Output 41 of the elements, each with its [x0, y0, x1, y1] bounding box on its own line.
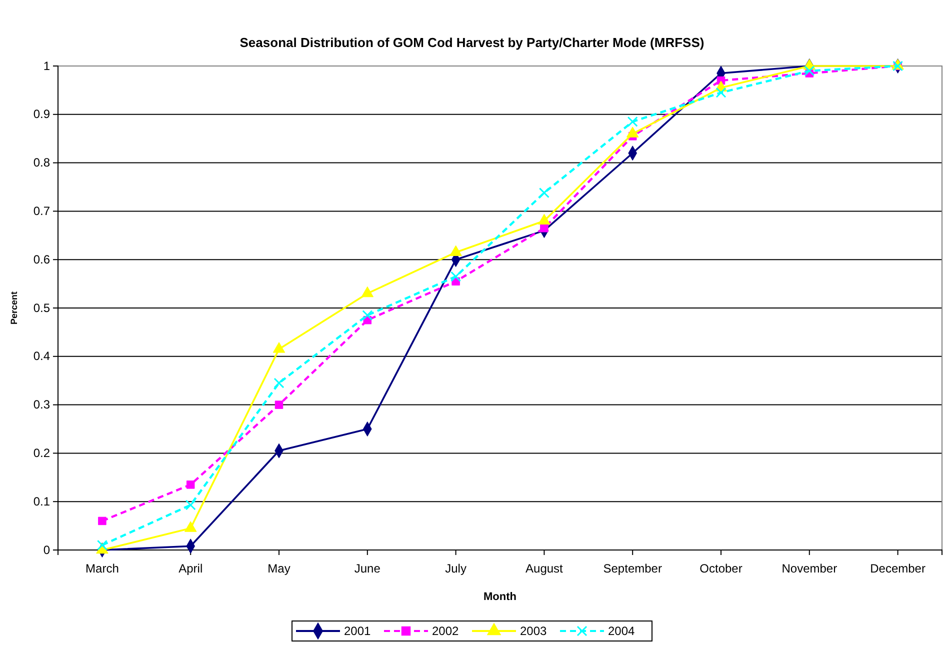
y-tick-label: 0.7 — [33, 204, 50, 218]
y-tick-label: 0.8 — [33, 156, 50, 170]
y-tick-label: 0.1 — [33, 494, 50, 508]
point — [186, 480, 195, 489]
point — [362, 310, 373, 321]
legend-label: 2003 — [520, 624, 548, 638]
point — [185, 500, 196, 510]
x-tick-label: November — [782, 561, 838, 576]
x-tick-label: August — [526, 561, 564, 576]
point — [96, 540, 108, 550]
y-tick-label: 0.2 — [33, 446, 50, 460]
y-tick-label: 0.4 — [33, 349, 50, 364]
x-tick-label: May — [268, 561, 290, 576]
point — [274, 378, 284, 388]
y-axis-title: Percent — [9, 291, 19, 325]
point — [98, 516, 106, 526]
y-tick-label: 0.3 — [33, 398, 50, 412]
y-tick-label: 0 — [43, 542, 50, 557]
y-tick-label: 0.9 — [33, 107, 50, 122]
y-tick-label: 0.6 — [33, 252, 50, 266]
x-tick-label: March — [86, 561, 119, 576]
point — [450, 271, 462, 282]
x-tick-label: September — [603, 561, 662, 576]
y-tick-label: 0.5 — [33, 300, 50, 315]
x-tick-label: July — [445, 561, 466, 576]
point — [274, 400, 284, 409]
legend-label: 2004 — [608, 624, 636, 638]
point — [716, 87, 726, 98]
legend-label: 2002 — [432, 624, 460, 638]
legend-label: 2001 — [344, 624, 372, 638]
point — [804, 66, 815, 76]
point — [538, 188, 550, 198]
x-tick-label: December — [870, 561, 926, 576]
chart-title: Seasonal Distribution of GOM Cod Harvest by Party/Charter Mode (MRFSS) — [240, 35, 704, 50]
point — [627, 116, 638, 127]
x-tick-label: June — [354, 561, 381, 576]
point — [540, 224, 548, 232]
y-tick-label: 1 — [43, 58, 50, 73]
x-tick-label: October — [700, 561, 742, 576]
x-tick-label: April — [178, 561, 203, 576]
x-axis-title: Month — [484, 591, 517, 603]
